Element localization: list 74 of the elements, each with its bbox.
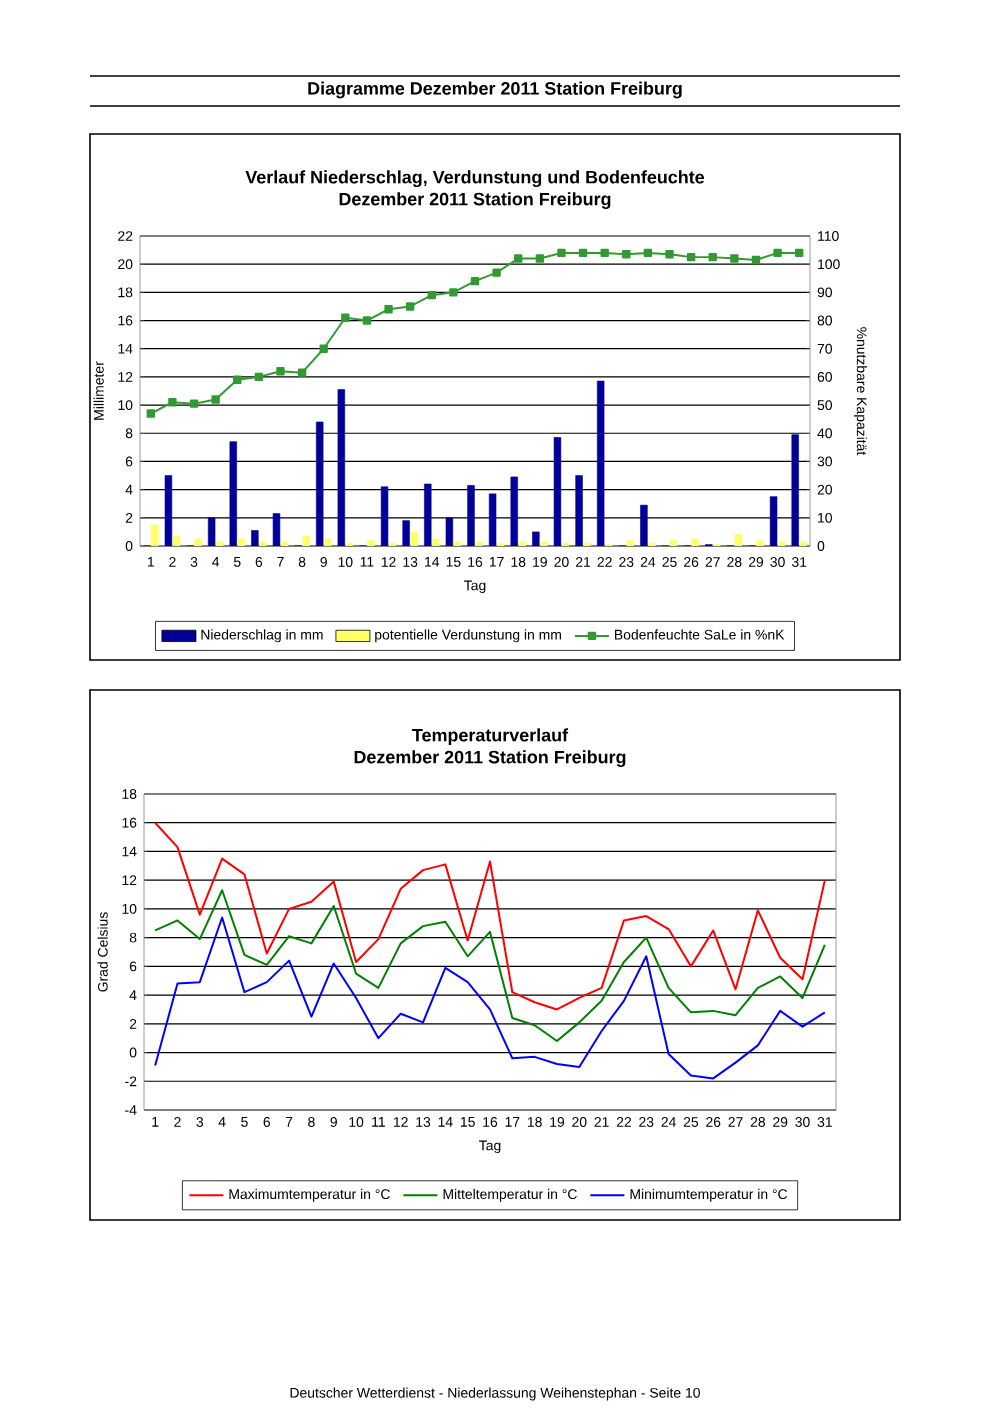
point — [708, 252, 717, 262]
bar — [367, 540, 375, 546]
point — [405, 302, 415, 311]
bar — [756, 540, 764, 546]
point — [362, 316, 372, 325]
bar — [324, 538, 332, 546]
point — [341, 313, 350, 322]
chart-title: Verlauf Niederschlag, Verdunstung und Bodenfeuchte — [245, 170, 705, 188]
bar — [251, 530, 259, 546]
point — [211, 395, 220, 404]
text: Diagramme Dezember 2011 Station Freiburg — [308, 81, 682, 99]
bar — [734, 534, 743, 546]
bar — [151, 524, 159, 546]
point — [427, 290, 436, 300]
bar — [172, 535, 181, 546]
bar — [207, 517, 216, 546]
bar — [194, 538, 202, 546]
bar — [669, 540, 678, 546]
point — [276, 367, 285, 376]
point — [535, 254, 545, 263]
bar — [626, 540, 634, 546]
point — [795, 248, 804, 258]
bar — [164, 475, 173, 546]
bar — [510, 476, 518, 546]
point — [514, 254, 523, 263]
bar — [445, 517, 454, 546]
point — [449, 288, 458, 297]
bar — [424, 483, 432, 546]
bar — [316, 421, 324, 546]
bar — [380, 486, 389, 546]
bar — [302, 535, 310, 546]
point — [384, 305, 393, 314]
bar — [769, 496, 778, 546]
bar — [596, 380, 605, 546]
line-series — [154, 889, 826, 1043]
point — [686, 252, 696, 262]
bar — [229, 441, 237, 546]
bar — [467, 485, 475, 546]
point — [622, 250, 631, 259]
line-series — [154, 916, 826, 1080]
point — [146, 409, 155, 418]
bar — [272, 513, 281, 546]
point — [773, 248, 782, 258]
bar — [237, 538, 245, 546]
bar — [553, 437, 562, 546]
bar — [791, 434, 799, 546]
line-series — [154, 821, 826, 1011]
bar — [488, 493, 497, 546]
bar — [410, 531, 418, 546]
point — [665, 250, 674, 259]
point — [233, 375, 242, 384]
point — [578, 248, 588, 258]
point — [319, 344, 328, 353]
point — [254, 372, 264, 382]
point — [492, 268, 501, 277]
point — [730, 254, 739, 263]
point — [297, 368, 307, 377]
chart-subtitle: Dezember 2011 Station Freiburg — [339, 192, 611, 210]
point — [751, 255, 761, 265]
bar — [640, 504, 648, 546]
bar — [532, 531, 540, 546]
point — [557, 248, 566, 258]
bar — [337, 389, 346, 546]
chart-title: Temperaturverlauf — [412, 728, 569, 746]
point — [189, 399, 199, 408]
point — [600, 248, 609, 258]
bar — [432, 538, 440, 546]
point — [470, 276, 480, 286]
bar — [402, 520, 410, 546]
point — [168, 398, 177, 407]
bar — [575, 475, 583, 546]
bar — [691, 538, 699, 546]
point — [643, 248, 653, 258]
chart-subtitle: Dezember 2011 Station Freiburg — [354, 750, 626, 768]
